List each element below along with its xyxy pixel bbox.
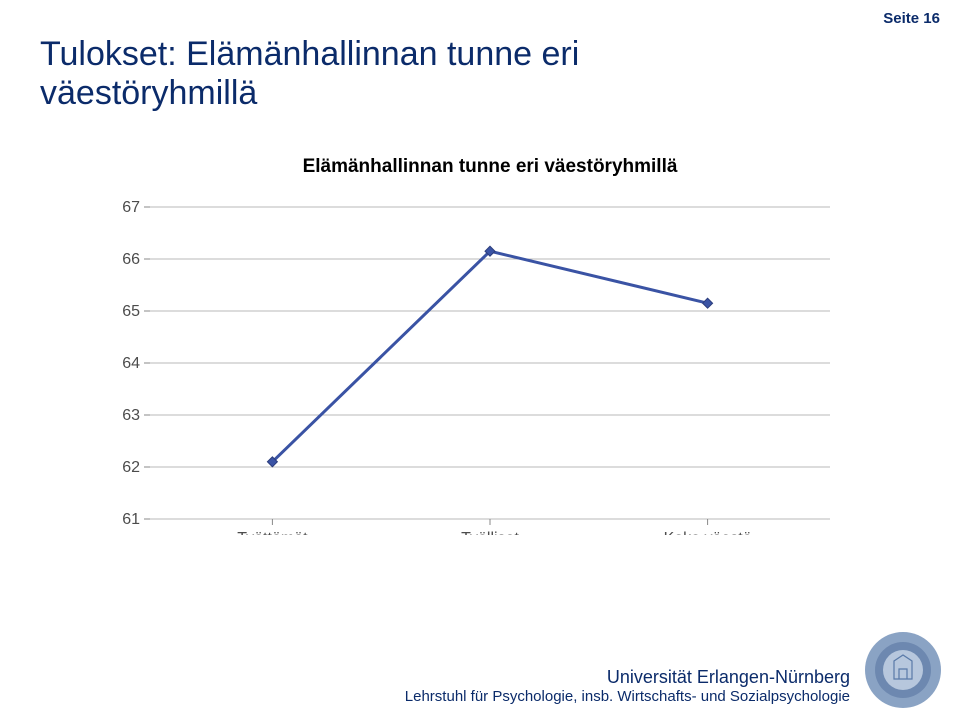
slide-title: Tulokset: Elämänhallinnan tunne eri väes… (40, 35, 920, 113)
footer: Universität Erlangen-Nürnberg Lehrstuhl … (0, 650, 960, 715)
page-number: Seite 16 (883, 10, 940, 27)
y-tick-label: 63 (122, 407, 140, 424)
seal-inner (883, 650, 923, 690)
chart-area: Elämänhallinnan tunne eri väestöryhmillä… (100, 155, 840, 585)
footer-university: Universität Erlangen-Nürnberg (405, 666, 850, 689)
footer-department: Lehrstuhl für Psychologie, insb. Wirtsch… (405, 688, 850, 707)
x-tick-label: Työlliset (461, 530, 519, 535)
chart-title: Elämänhallinnan tunne eri väestöryhmillä (180, 155, 800, 179)
slide-page: Seite 16 Tulokset: Elämänhallinnan tunne… (0, 0, 960, 715)
slide-body: Tulokset: Elämänhallinnan tunne eri väes… (40, 35, 920, 645)
y-tick-label: 62 (122, 459, 140, 476)
line-chart: 61 62 63 64 65 66 67 Työttömät Työlliset Koko väe… (100, 155, 840, 535)
y-tick-label: 67 (122, 199, 140, 216)
y-tick-label: 65 (122, 303, 140, 320)
footer-text: Universität Erlangen-Nürnberg Lehrstuhl … (405, 666, 850, 707)
university-seal-icon (864, 631, 942, 709)
y-tick-label: 64 (122, 355, 140, 372)
x-tick-label: Koko väestö (664, 530, 752, 535)
data-line (272, 251, 707, 462)
data-marker (703, 298, 713, 308)
y-tick-label: 66 (122, 251, 140, 268)
x-tick-label: Työttömät (237, 530, 308, 535)
y-tick-label: 61 (122, 511, 140, 528)
